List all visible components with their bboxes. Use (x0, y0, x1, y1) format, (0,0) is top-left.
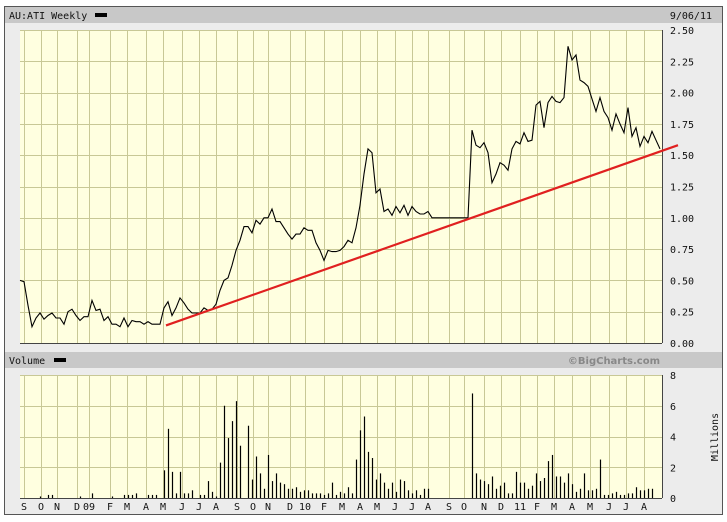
price-tick-label: 2.50 (670, 26, 694, 37)
x-tick-label: D (74, 502, 80, 513)
x-tick-label: M (339, 502, 345, 513)
x-tick-label: 11 (514, 502, 526, 513)
price-header-bar (5, 7, 722, 23)
support-trendline (165, 144, 679, 327)
x-tick-label: J (179, 502, 185, 513)
volume-tick-label: 2 (670, 463, 676, 474)
volume-tick-label: 8 (670, 371, 676, 382)
x-tick-label: N (265, 502, 271, 513)
x-tick-label: J (392, 502, 398, 513)
x-tick-label: F (107, 502, 113, 513)
x-tick-label: S (21, 502, 27, 513)
chart-date: 9/06/11 (670, 11, 712, 22)
x-tick-label: A (641, 502, 647, 513)
x-tick-label: M (124, 502, 130, 513)
price-tick-label: 1.75 (670, 120, 694, 131)
volume-tick-label: 0 (670, 494, 676, 505)
price-line (19, 46, 661, 329)
x-tick-label: N (481, 502, 487, 513)
price-tick-label: 0.75 (670, 245, 694, 256)
price-legend-swatch (95, 13, 107, 17)
price-tick-label: 1.50 (670, 151, 694, 162)
x-tick-label: O (461, 502, 467, 513)
price-tick-label: 0.00 (670, 339, 694, 350)
x-tick-label: J (409, 502, 415, 513)
x-tick-label: S (234, 502, 240, 513)
volume-unit-label: Millions (710, 413, 721, 461)
x-tick-label: A (143, 502, 149, 513)
x-tick-label: A (357, 502, 363, 513)
price-tick-label: 1.00 (670, 214, 694, 225)
x-tick-label: D (498, 502, 504, 513)
price-tick-label: 1.25 (670, 183, 694, 194)
x-tick-label: 10 (299, 502, 311, 513)
x-tick-label: S (446, 502, 452, 513)
volume-title: Volume (9, 356, 45, 367)
volume-header-bar (5, 352, 722, 368)
x-tick-label: A (569, 502, 575, 513)
price-tick-label: 2.00 (670, 89, 694, 100)
x-tick-label: A (213, 502, 219, 513)
chart-title: AU:ATI Weekly (9, 11, 87, 22)
x-tick-label: J (623, 502, 629, 513)
x-tick-label: D (287, 502, 293, 513)
x-tick-label: M (551, 502, 557, 513)
volume-tick-label: 6 (670, 402, 676, 413)
x-tick-label: F (534, 502, 540, 513)
x-tick-label: M (587, 502, 593, 513)
price-tick-label: 2.25 (670, 57, 694, 68)
x-tick-label: 09 (83, 502, 95, 513)
x-tick-label: O (38, 502, 44, 513)
x-tick-label: M (160, 502, 166, 513)
bigcharts-watermark: ©BigCharts.com (568, 356, 660, 367)
x-tick-label: J (606, 502, 612, 513)
volume-legend-swatch (54, 358, 66, 362)
volume-plot-area (20, 375, 662, 498)
x-tick-label: A (425, 502, 431, 513)
volume-tick-label: 4 (670, 433, 676, 444)
x-tick-label: M (374, 502, 380, 513)
x-tick-label: J (196, 502, 202, 513)
x-tick-label: F (321, 502, 327, 513)
price-tick-label: 0.50 (670, 276, 694, 287)
price-tick-label: 0.25 (670, 308, 694, 319)
x-tick-label: N (54, 502, 60, 513)
x-tick-label: O (250, 502, 256, 513)
